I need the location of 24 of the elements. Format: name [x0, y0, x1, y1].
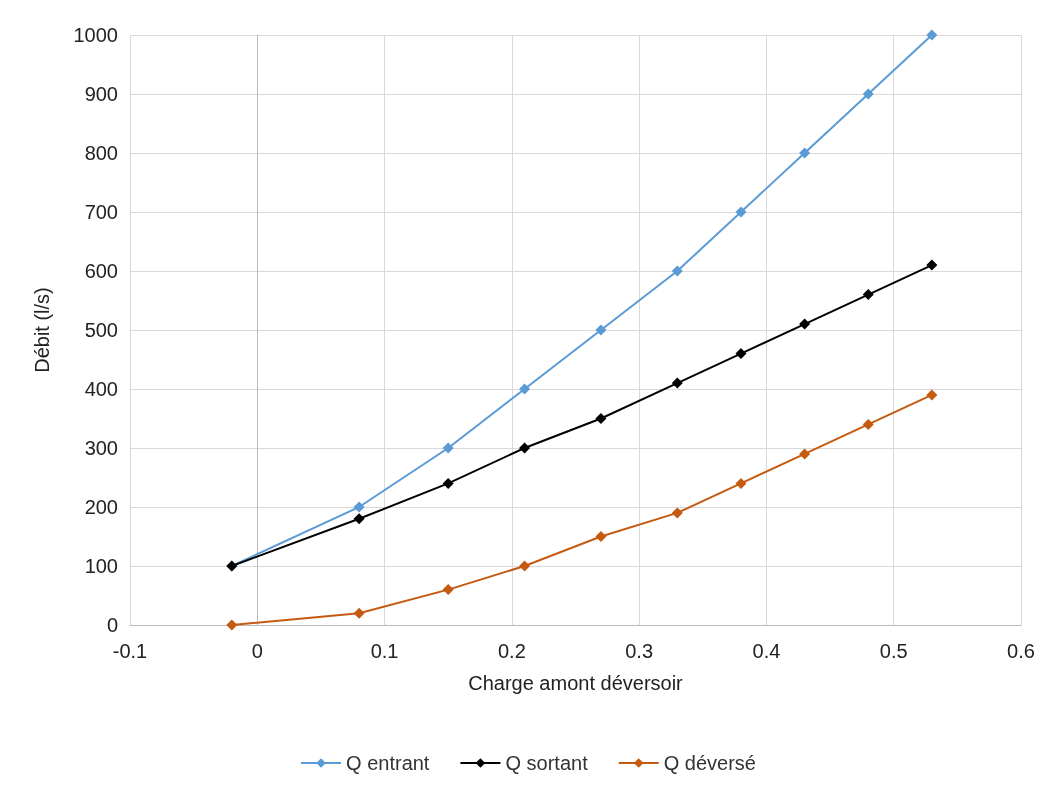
x-tick-label: 0.1	[370, 640, 399, 662]
x-tick-label: 0.6	[1007, 640, 1035, 662]
y-tick-label: 400	[84, 378, 118, 400]
y-tick-label: 700	[84, 201, 118, 223]
x-tick-label: 0.4	[752, 640, 781, 662]
x-tick-label: 0.2	[497, 640, 526, 662]
x-tick-label: 0	[251, 640, 263, 662]
y-tick-label: 600	[84, 260, 118, 282]
y-tick-label: 100	[84, 555, 118, 577]
legend-label: Q déversé	[663, 752, 756, 774]
x-tick-label: -0.1	[112, 640, 148, 662]
y-tick-label: 500	[84, 319, 118, 341]
y-axis-title: Débit (l/s)	[31, 287, 53, 373]
y-tick-label: 900	[84, 83, 118, 105]
y-tick-label: 0	[106, 614, 118, 636]
y-tick-label: 800	[84, 142, 118, 164]
y-tick-label: 1000	[73, 24, 118, 46]
legend-label: Q sortant	[505, 752, 589, 774]
x-tick-label: 0.5	[879, 640, 908, 662]
x-axis-title: Charge amont déversoir	[468, 672, 684, 694]
legend-label: Q entrant	[346, 752, 430, 774]
x-tick-label: 0.3	[625, 640, 654, 662]
y-tick-label: 200	[84, 496, 118, 518]
y-tick-label: 300	[84, 437, 118, 459]
